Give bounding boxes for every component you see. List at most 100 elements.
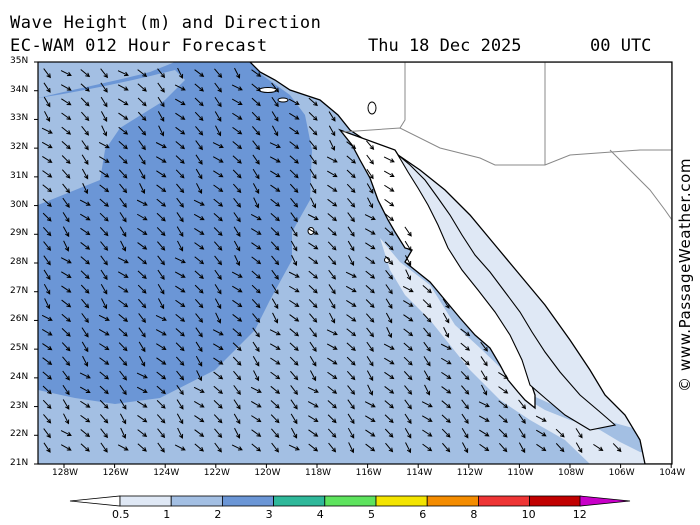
wave-arrow	[309, 341, 317, 353]
wave-arrow	[251, 111, 261, 121]
wave-arrow	[232, 356, 242, 366]
wave-arrow	[252, 183, 260, 194]
wave-arrow	[252, 168, 260, 180]
wave-arrow	[384, 357, 395, 365]
wave-arrow	[460, 328, 471, 337]
wave-arrow	[79, 199, 91, 206]
wave-arrow	[193, 386, 205, 393]
wave-arrow	[424, 384, 431, 396]
wave-arrow	[383, 170, 395, 178]
wave-arrow	[213, 400, 223, 409]
wave-arrow	[310, 197, 317, 209]
wave-arrow	[479, 443, 490, 452]
wave-arrow	[42, 226, 52, 237]
wave-arrow	[326, 329, 338, 336]
wave-arrow	[348, 255, 355, 267]
wave-arrow	[346, 183, 356, 193]
wave-arrow	[176, 197, 184, 208]
wave-arrow	[232, 155, 242, 164]
colorbar-tick-label: 8	[470, 508, 478, 521]
colorbar-segment	[375, 495, 428, 507]
wave-arrow	[215, 125, 222, 137]
wave-arrow	[194, 429, 205, 437]
wave-arrow	[385, 284, 393, 295]
wave-arrow	[404, 427, 412, 439]
watermark: © www.PassageWeather.com	[676, 157, 694, 392]
lon-label: 128W	[52, 468, 79, 478]
wave-arrow	[157, 255, 165, 266]
wave-arrow	[347, 399, 355, 410]
wave-arrow	[138, 313, 146, 323]
wave-arrow	[328, 284, 336, 295]
lon-label: 122W	[203, 468, 230, 478]
wave-arrow	[100, 414, 109, 424]
wave-arrow	[232, 169, 242, 179]
wave-arrow	[194, 111, 204, 121]
colorbar-high-arrow	[579, 495, 631, 507]
wave-arrow	[233, 226, 241, 237]
wave-arrow	[365, 284, 375, 294]
wave-arrow	[555, 443, 565, 453]
wave-arrow	[80, 443, 90, 452]
wave-arrow	[612, 443, 622, 453]
colorbar-tick-label: 0.5	[112, 508, 130, 521]
wave-arrow	[80, 400, 91, 408]
wave-arrow	[384, 198, 395, 207]
wave-arrow	[155, 156, 167, 163]
wave-arrow	[137, 242, 148, 250]
wave-arrow	[119, 226, 127, 238]
wave-arrow	[43, 68, 51, 79]
wave-arrow	[289, 155, 299, 164]
wave-arrow	[535, 415, 547, 422]
lat-label: 33N	[10, 113, 29, 124]
wave-arrow	[177, 67, 184, 79]
wave-arrow	[270, 414, 280, 424]
wave-arrow	[251, 415, 262, 423]
wave-arrow	[536, 443, 547, 452]
wave-arrow	[213, 241, 223, 251]
wave-arrow	[252, 313, 261, 323]
wave-arrow	[118, 155, 128, 164]
wave-arrow	[270, 213, 280, 222]
wave-arrow	[174, 84, 186, 91]
wave-arrow	[43, 442, 51, 453]
wave-arrow	[365, 313, 375, 323]
wave-arrow	[232, 126, 243, 135]
wave-arrow	[383, 156, 395, 163]
wave-arrow	[232, 299, 243, 308]
wave-arrow	[157, 298, 165, 310]
wave-arrow	[195, 313, 204, 323]
wave-arrow	[196, 183, 203, 195]
mainland-land	[249, 62, 672, 464]
wave-arrow	[100, 428, 109, 439]
wave-arrow	[405, 442, 412, 454]
wave-arrow	[384, 414, 394, 424]
wave-arrow	[99, 385, 109, 395]
wave-arrow	[269, 329, 281, 336]
wave-arrow	[213, 414, 223, 424]
wave-arrow	[212, 142, 224, 149]
wave-arrow	[213, 170, 224, 178]
wave-arrow	[118, 299, 129, 308]
wave-arrow	[328, 125, 336, 137]
wave-arrow	[100, 96, 108, 108]
wave-arrow	[441, 428, 451, 438]
wave-arrow	[328, 298, 336, 310]
wave-arrow	[498, 400, 509, 409]
wave-arrow	[367, 197, 374, 209]
wave-arrow	[366, 370, 374, 382]
wave-arrow	[253, 197, 260, 209]
wave-arrow	[308, 111, 318, 121]
wave-arrow	[99, 399, 109, 409]
wave-arrow	[99, 198, 109, 207]
wave-arrow	[42, 328, 53, 336]
wave-arrow	[174, 271, 186, 278]
wave-arrow	[251, 256, 262, 265]
wave-arrow	[60, 84, 72, 91]
wave-arrow	[43, 82, 51, 93]
wave-arrow	[498, 428, 508, 438]
wave-arrow	[41, 127, 53, 134]
wave-arrow	[195, 341, 203, 353]
wave-arrow	[289, 169, 299, 179]
wave-arrow	[479, 429, 490, 437]
